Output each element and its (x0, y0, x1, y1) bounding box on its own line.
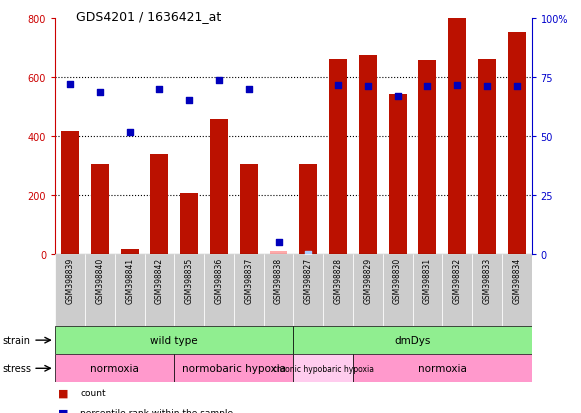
Text: GSM398833: GSM398833 (482, 258, 492, 304)
Bar (115, 254, 145, 326)
Bar (210, 120, 228, 254)
Text: GSM398834: GSM398834 (512, 258, 521, 304)
Bar (264, 254, 293, 326)
Bar (478, 60, 496, 254)
Text: GSM398841: GSM398841 (125, 258, 134, 304)
Text: GSM398831: GSM398831 (423, 258, 432, 304)
Bar (150, 154, 168, 254)
Bar (442, 254, 472, 326)
Bar (293, 354, 353, 382)
Bar (502, 254, 532, 326)
Point (453, 83, 462, 90)
Text: GSM398839: GSM398839 (66, 258, 74, 304)
Text: chronic hypobaric hypoxia: chronic hypobaric hypoxia (272, 364, 374, 373)
Text: GSM398842: GSM398842 (155, 258, 164, 304)
Point (304, 251, 313, 257)
Point (482, 83, 492, 90)
Point (244, 86, 253, 93)
Text: normoxia: normoxia (90, 363, 139, 373)
Bar (353, 354, 532, 382)
Bar (121, 249, 139, 254)
Text: stress: stress (3, 363, 32, 373)
Text: strain: strain (3, 335, 31, 345)
Text: GSM398832: GSM398832 (453, 258, 462, 304)
Point (274, 239, 283, 245)
Bar (180, 194, 198, 254)
Text: GSM398827: GSM398827 (304, 258, 313, 304)
Bar (418, 60, 436, 254)
Text: GSM398836: GSM398836 (214, 258, 224, 304)
Point (214, 78, 224, 84)
Bar (472, 254, 502, 326)
Text: GSM398830: GSM398830 (393, 258, 402, 304)
Bar (240, 164, 258, 254)
Text: GSM398835: GSM398835 (185, 258, 193, 304)
Bar (55, 326, 293, 354)
Text: percentile rank within the sample: percentile rank within the sample (80, 408, 234, 413)
Text: wild type: wild type (150, 335, 198, 345)
Bar (449, 19, 466, 254)
Text: GSM398829: GSM398829 (363, 258, 372, 304)
Bar (383, 254, 413, 326)
Bar (508, 33, 526, 254)
Text: GSM398837: GSM398837 (244, 258, 253, 304)
Bar (323, 254, 353, 326)
Point (363, 83, 372, 90)
Bar (55, 354, 174, 382)
Point (95, 90, 105, 96)
Bar (234, 254, 264, 326)
Bar (174, 354, 293, 382)
Bar (91, 164, 109, 254)
Bar (353, 254, 383, 326)
Bar (299, 164, 317, 254)
Text: ■: ■ (58, 388, 69, 398)
Bar (174, 254, 204, 326)
Point (423, 83, 432, 90)
Bar (61, 132, 79, 254)
Text: normobaric hypoxia: normobaric hypoxia (182, 363, 286, 373)
Text: GDS4201 / 1636421_at: GDS4201 / 1636421_at (76, 10, 221, 23)
Text: dmDys: dmDys (394, 335, 431, 345)
Bar (293, 254, 323, 326)
Point (66, 81, 75, 88)
Text: normoxia: normoxia (418, 363, 467, 373)
Bar (145, 254, 174, 326)
Bar (389, 95, 407, 254)
Bar (204, 254, 234, 326)
Bar (270, 252, 288, 254)
Point (512, 83, 521, 90)
Bar (329, 60, 347, 254)
Bar (55, 254, 85, 326)
Point (155, 86, 164, 93)
Text: GSM398838: GSM398838 (274, 258, 283, 304)
Bar (413, 254, 442, 326)
Bar (293, 326, 532, 354)
Bar (85, 254, 115, 326)
Text: GSM398828: GSM398828 (333, 258, 343, 304)
Point (333, 83, 343, 90)
Text: GSM398840: GSM398840 (95, 258, 105, 304)
Bar (359, 56, 376, 254)
Point (393, 93, 402, 100)
Point (185, 98, 194, 104)
Point (125, 129, 134, 136)
Text: ■: ■ (58, 408, 69, 413)
Text: count: count (80, 388, 106, 397)
